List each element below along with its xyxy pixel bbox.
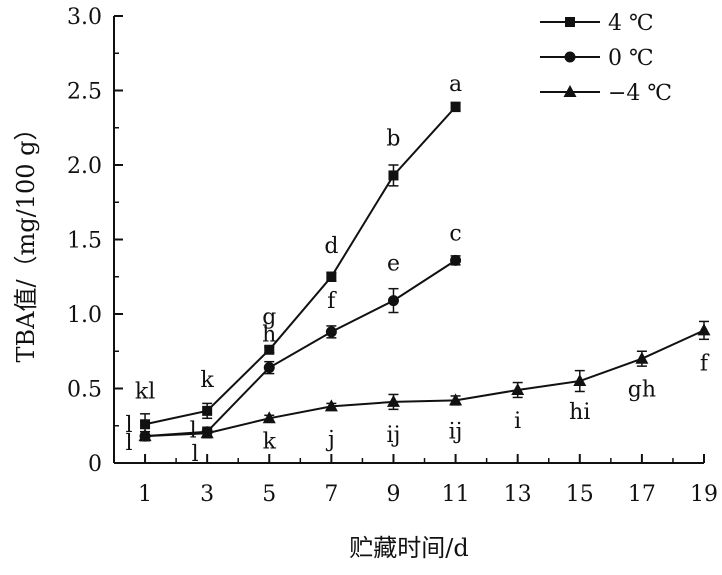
data-point [262,411,276,424]
significance-label: l [126,431,133,456]
significance-label: hi [569,400,590,425]
x-tick-label: 7 [324,482,338,507]
axes: 00.51.01.52.02.53.01 3 5 7 9 11 13 15 17 19 [67,5,718,507]
significance-label: c [449,221,461,246]
significance-label: j [325,427,335,452]
x-tick-label: 11 [442,482,470,507]
x-tick-label: 5 [262,482,276,507]
significance-label: g [262,305,276,330]
significance-label: kl [135,379,155,404]
x-tick-label: 1 [138,482,152,507]
x-tick-label: 15 [566,482,594,507]
series-line [145,329,705,438]
x-tick-label: 3 [200,482,214,507]
series-line [144,259,457,438]
y-axis-title: TBA值/（mg/100 g） [12,116,40,362]
data-point [324,399,338,412]
data-point [263,362,275,374]
legend-item: 0 ℃ [540,46,654,71]
y-tick-label: 1.5 [67,229,102,254]
legend-label: −4 ℃ [608,81,672,106]
significance-label: a [449,72,462,97]
significance-label: e [387,252,400,277]
data-point [325,326,337,338]
data-point [200,426,214,439]
y-tick-label: 0.5 [67,378,102,403]
series-layer [138,101,711,442]
significance-label: gh [628,378,656,403]
data-point [387,295,399,307]
legend-label: 0 ℃ [608,46,654,71]
data-point [326,271,337,282]
significance-label: k [263,429,277,454]
data-point [202,405,213,416]
x-axis-title: 贮藏时间/d [349,534,468,562]
data-point [140,419,151,430]
significance-label: l [190,419,197,444]
data-point [388,170,399,181]
y-tick-label: 0 [88,452,102,477]
y-tick-label: 2.5 [67,80,102,105]
significance-label: ij [387,423,401,448]
series-circle [139,254,462,442]
series-square [140,101,461,436]
y-tick-label: 3.0 [67,5,102,30]
series-triangle [138,320,711,442]
data-point [450,101,461,112]
series-line [144,106,457,426]
legend-marker [563,85,577,97]
x-tick-label: 17 [628,482,656,507]
significance-label: f [327,289,337,314]
data-point [697,323,711,336]
data-point [511,382,525,395]
x-tick-label: 13 [504,482,532,507]
data-point [386,394,400,407]
legend-item: −4 ℃ [540,81,672,106]
y-tick-label: 1.0 [67,303,102,328]
significance-label: f [700,351,710,376]
legend: 4 ℃ 0 ℃ −4 ℃ [540,11,672,106]
significance-label: k [200,368,214,393]
legend-item: 4 ℃ [540,11,654,36]
legend-marker [565,17,575,27]
significance-label: h [262,323,276,348]
significance-label: l [192,442,199,467]
significance-label: b [386,126,400,151]
significance-label: d [324,234,338,259]
legend-label: 4 ℃ [608,11,654,36]
data-point [635,351,649,364]
data-point [264,344,275,355]
y-tick-label: 2.0 [67,154,102,179]
x-tick-label: 9 [386,482,400,507]
significance-label: l [126,413,133,438]
data-point [449,393,463,406]
data-point [450,254,462,266]
legend-marker [564,51,576,63]
significance-label: ij [449,419,463,444]
data-point [138,429,152,442]
data-point [573,374,587,387]
x-tick-label: 19 [690,482,718,507]
significance-label: i [514,409,521,434]
